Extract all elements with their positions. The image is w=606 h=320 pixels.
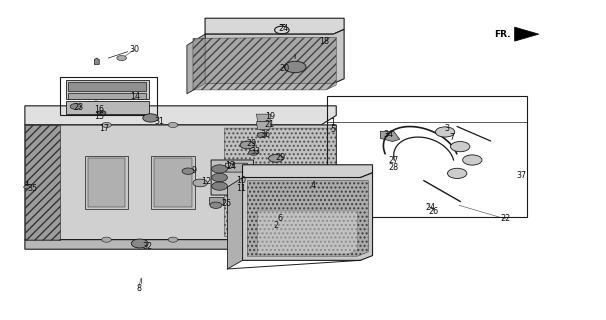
Text: 20: 20: [280, 64, 290, 73]
Text: 1: 1: [330, 118, 335, 127]
Text: 25: 25: [222, 198, 232, 207]
Circle shape: [117, 55, 127, 60]
Text: 15: 15: [94, 113, 104, 122]
Text: 27: 27: [388, 156, 399, 164]
Polygon shape: [88, 158, 125, 207]
Text: 30: 30: [130, 44, 140, 54]
Polygon shape: [193, 37, 336, 90]
Polygon shape: [242, 173, 373, 260]
Text: 31: 31: [154, 116, 164, 126]
Polygon shape: [225, 163, 247, 172]
Circle shape: [143, 114, 159, 122]
Text: 26: 26: [428, 207, 438, 216]
Circle shape: [168, 237, 178, 242]
Text: 37: 37: [517, 171, 527, 180]
Text: FR.: FR.: [494, 30, 510, 39]
Polygon shape: [227, 178, 242, 269]
Text: 11: 11: [236, 184, 246, 193]
Circle shape: [248, 150, 258, 155]
Text: 29: 29: [247, 139, 257, 148]
Polygon shape: [242, 165, 373, 178]
Text: 6: 6: [278, 214, 282, 223]
Polygon shape: [152, 156, 195, 209]
Text: 32: 32: [142, 242, 152, 251]
Polygon shape: [211, 160, 253, 195]
Circle shape: [257, 132, 267, 138]
Text: 17: 17: [99, 124, 110, 133]
Text: 36: 36: [261, 130, 270, 139]
Circle shape: [70, 104, 81, 109]
Circle shape: [462, 155, 482, 165]
Polygon shape: [155, 158, 191, 207]
Text: 33: 33: [251, 147, 261, 156]
Polygon shape: [514, 27, 539, 41]
Circle shape: [211, 173, 227, 182]
Text: 28: 28: [388, 164, 399, 172]
Text: 13: 13: [225, 161, 236, 170]
Text: 16: 16: [95, 105, 104, 114]
Circle shape: [98, 111, 106, 115]
Text: 34: 34: [384, 130, 394, 139]
Circle shape: [240, 141, 255, 149]
Circle shape: [284, 61, 306, 73]
Circle shape: [211, 182, 227, 190]
Polygon shape: [187, 34, 205, 94]
Circle shape: [168, 123, 178, 127]
Text: 3: 3: [444, 124, 450, 133]
Text: 18: 18: [319, 37, 329, 46]
Text: 35: 35: [28, 184, 38, 193]
Circle shape: [182, 168, 194, 174]
Text: 24: 24: [425, 203, 435, 212]
Text: 12: 12: [201, 177, 211, 186]
Circle shape: [268, 155, 283, 162]
Circle shape: [435, 127, 454, 137]
Polygon shape: [205, 29, 344, 84]
Text: 5: 5: [330, 125, 335, 134]
Polygon shape: [25, 106, 336, 125]
Polygon shape: [381, 131, 400, 141]
Text: 7: 7: [450, 132, 455, 141]
Circle shape: [132, 239, 148, 248]
Polygon shape: [258, 211, 358, 254]
Polygon shape: [25, 240, 336, 249]
Circle shape: [102, 123, 112, 127]
Polygon shape: [95, 58, 99, 64]
Polygon shape: [247, 181, 368, 256]
Polygon shape: [209, 197, 223, 204]
Text: 19: 19: [265, 112, 275, 121]
Text: 4: 4: [310, 181, 315, 190]
Text: 10: 10: [236, 176, 246, 185]
Polygon shape: [68, 93, 146, 100]
Polygon shape: [68, 82, 146, 92]
Text: 8: 8: [136, 284, 141, 292]
Text: 2: 2: [273, 221, 278, 230]
Circle shape: [211, 165, 227, 173]
Text: 21: 21: [265, 120, 275, 129]
Polygon shape: [256, 122, 271, 129]
Polygon shape: [224, 128, 336, 236]
Circle shape: [450, 141, 470, 152]
Text: 9: 9: [191, 166, 197, 175]
Polygon shape: [66, 80, 149, 100]
Text: 22: 22: [501, 214, 511, 223]
Polygon shape: [85, 156, 128, 209]
Circle shape: [210, 202, 222, 208]
Circle shape: [24, 186, 30, 189]
Polygon shape: [205, 18, 344, 34]
Polygon shape: [25, 125, 336, 240]
Text: 24: 24: [227, 162, 237, 171]
Text: 29: 29: [275, 153, 285, 162]
Polygon shape: [256, 114, 271, 122]
Circle shape: [102, 237, 112, 242]
Text: 14: 14: [130, 92, 140, 101]
Circle shape: [447, 168, 467, 179]
Polygon shape: [66, 101, 149, 114]
Text: 24: 24: [279, 24, 288, 33]
Polygon shape: [25, 125, 60, 240]
Circle shape: [193, 179, 207, 187]
Text: 23: 23: [73, 103, 83, 112]
